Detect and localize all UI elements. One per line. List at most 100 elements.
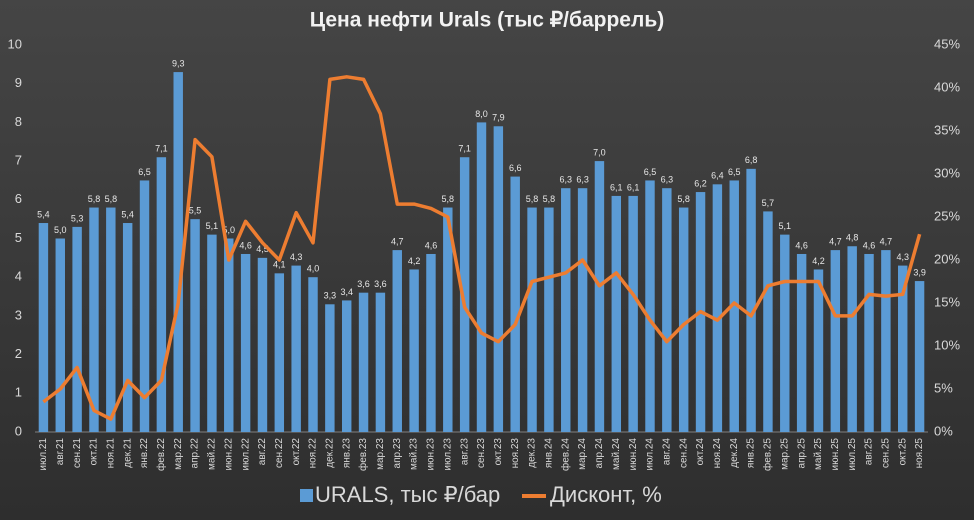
x-tick-label: фев.22 [155, 438, 167, 471]
bar [510, 176, 520, 432]
data-label: 5,8 [543, 194, 556, 204]
y2-tick-label: 5% [934, 380, 953, 395]
x-tick-label: дек.22 [324, 438, 335, 468]
bar [628, 195, 638, 432]
bar [914, 281, 925, 432]
data-label: 7,0 [593, 147, 606, 157]
x-tick-label: авг.25 [864, 438, 875, 466]
data-label: 5,7 [762, 198, 775, 208]
y2-tick-label: 35% [934, 122, 960, 137]
bar [780, 234, 790, 432]
y2-tick-label: 30% [934, 165, 960, 180]
data-label: 9,3 [172, 58, 185, 68]
x-tick-label: янв.25 [746, 438, 757, 469]
x-tick-label: июл.25 [847, 438, 858, 471]
bar [358, 292, 369, 432]
x-tick-label: май.22 [207, 438, 218, 470]
bar [89, 207, 99, 432]
data-label: 4,6 [425, 240, 438, 250]
bar [830, 250, 841, 432]
bar [561, 188, 571, 432]
data-label: 4,7 [391, 236, 404, 246]
bar [594, 161, 605, 432]
x-tick-label: апр.22 [190, 438, 201, 469]
legend-label: Дисконт, % [550, 482, 662, 507]
x-tick-label: апр.24 [594, 438, 605, 469]
bar [274, 273, 285, 432]
x-tick-label: июн.23 [426, 438, 437, 471]
x-tick-label: ноя.24 [712, 438, 723, 469]
data-label: 6,4 [711, 171, 724, 181]
bar [240, 253, 251, 432]
data-label: 3,3 [324, 291, 337, 301]
x-tick-label: окт.25 [897, 438, 908, 466]
bar [763, 211, 773, 432]
data-label: 6,3 [559, 175, 572, 185]
bar [645, 180, 655, 432]
data-label: 5,1 [779, 221, 792, 231]
bar [122, 223, 133, 432]
data-label: 7,1 [458, 144, 471, 154]
data-label: 3,4 [340, 287, 353, 297]
bar [712, 184, 723, 432]
x-tick-label: июл.21 [38, 438, 49, 471]
data-label: 3,9 [913, 267, 926, 277]
x-tick-label: май.24 [611, 438, 622, 470]
x-tick-label: окт.21 [89, 438, 100, 466]
y-tick-label: 7 [15, 153, 22, 168]
legend-label: URALS, тыс ₽/бар [315, 482, 500, 507]
bar [190, 219, 200, 432]
x-tick-label: окт.24 [695, 438, 706, 466]
x-tick-label: июн.25 [830, 438, 841, 471]
y-tick-label: 4 [15, 269, 22, 284]
bar [864, 253, 874, 432]
data-label: 5,8 [442, 194, 455, 204]
bar [577, 188, 588, 432]
data-label: 4,6 [795, 240, 808, 250]
data-label: 4,7 [829, 236, 842, 246]
x-tick-label: сен.23 [476, 438, 487, 468]
data-label: 6,3 [661, 175, 674, 185]
x-tick-label: фев.23 [357, 438, 369, 471]
bar [678, 207, 689, 432]
data-label: 5,4 [37, 209, 50, 219]
x-tick-label: авг.24 [661, 438, 672, 466]
y-tick-label: 9 [15, 75, 22, 90]
data-label: 5,8 [526, 194, 539, 204]
x-tick-label: мар.24 [577, 438, 588, 470]
data-label: 4,8 [846, 233, 859, 243]
data-label: 5,3 [71, 213, 84, 223]
data-label: 6,5 [728, 167, 741, 177]
data-label: 6,6 [509, 163, 522, 173]
bar [409, 269, 419, 432]
y2-tick-label: 40% [934, 79, 960, 94]
bar [813, 269, 824, 432]
data-label: 5,8 [105, 194, 118, 204]
data-label: 6,2 [694, 178, 707, 188]
bar [173, 72, 183, 432]
bar [325, 304, 335, 432]
x-tick-label: июл.23 [442, 438, 453, 471]
x-tick-label: дек.21 [122, 438, 133, 468]
x-tick-label: окт.23 [493, 438, 504, 466]
data-label: 6,5 [644, 167, 657, 177]
bar [38, 223, 49, 432]
x-tick-label: янв.22 [139, 438, 150, 469]
bar [156, 157, 167, 433]
data-label: 3,6 [374, 279, 387, 289]
y-tick-label: 8 [15, 114, 22, 129]
bar [308, 277, 318, 432]
x-tick-label: апр.25 [796, 438, 807, 469]
data-label: 5,8 [677, 194, 690, 204]
x-tick-label: янв.24 [544, 438, 555, 469]
x-tick-label: сен.24 [678, 438, 689, 468]
data-label: 6,3 [576, 175, 589, 185]
bar [392, 250, 402, 432]
data-label: 4,1 [273, 260, 286, 270]
data-label: 4,0 [307, 264, 320, 274]
y-tick-label: 0 [15, 423, 22, 438]
x-tick-label: ноя.23 [510, 438, 521, 469]
x-tick-label: мар.22 [173, 438, 184, 470]
y2-tick-label: 25% [934, 208, 960, 223]
